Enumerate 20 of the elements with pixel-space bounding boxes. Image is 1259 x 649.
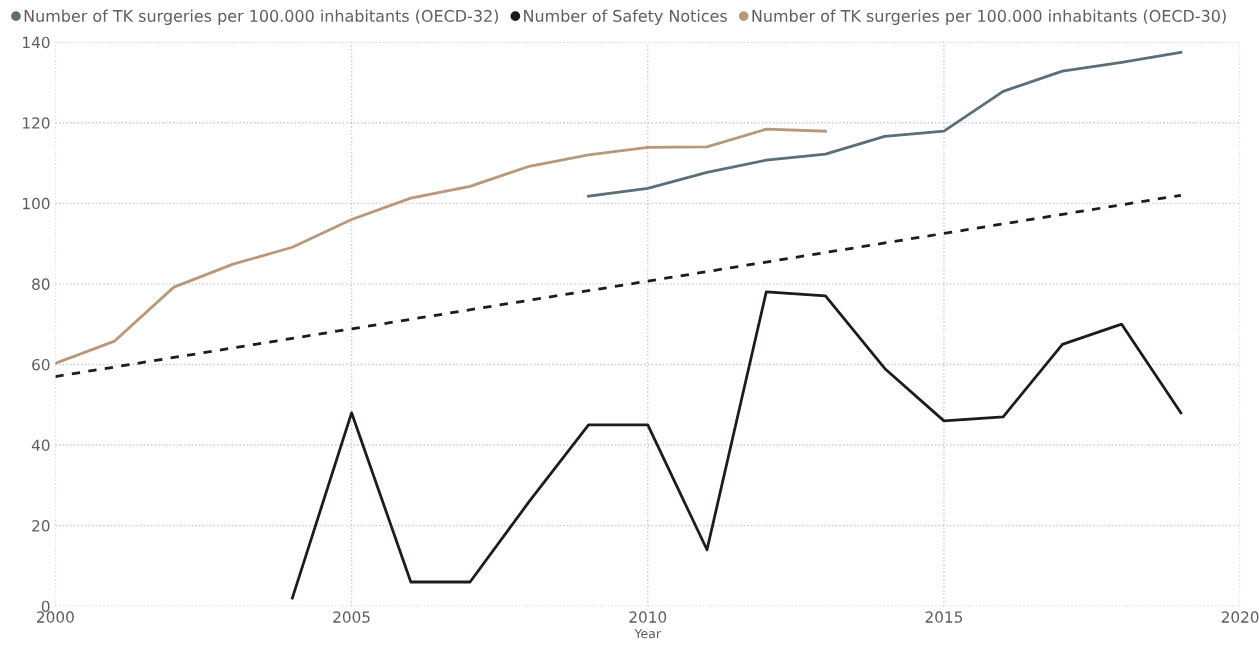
y-tick-label: 140 (23, 36, 50, 49)
x-tick-label: 2010 (629, 611, 667, 623)
line-series (587, 50, 1183, 198)
y-tick-label: 20 (32, 520, 50, 532)
y-tick-label: 120 (23, 117, 50, 129)
x-tick-label: 2000 (37, 611, 74, 623)
y-tick-label: 40 (31, 439, 50, 452)
y-tick-label: 80 (32, 278, 50, 290)
x-tick-label: 2005 (333, 611, 370, 623)
legend-label: Number of TK surgeries per 100.000 inhabitants (OECD-30) (752, 9, 1226, 26)
legend-label: Number of TK surgeries per 100.000 inhabitants (OECD-32) (24, 9, 499, 26)
x-tick-label: 2020 (1221, 611, 1259, 623)
y-tick-label: 100 (23, 197, 50, 210)
y-tick-label: 0 (41, 600, 50, 613)
legend-label: Number of Safety Notices (524, 9, 727, 26)
line-series (55, 127, 827, 365)
y-tick-label: 60 (32, 358, 50, 371)
x-tick-label: 2015 (925, 611, 963, 623)
x-axis-title: Year (634, 628, 661, 639)
line-series (290, 290, 1183, 600)
